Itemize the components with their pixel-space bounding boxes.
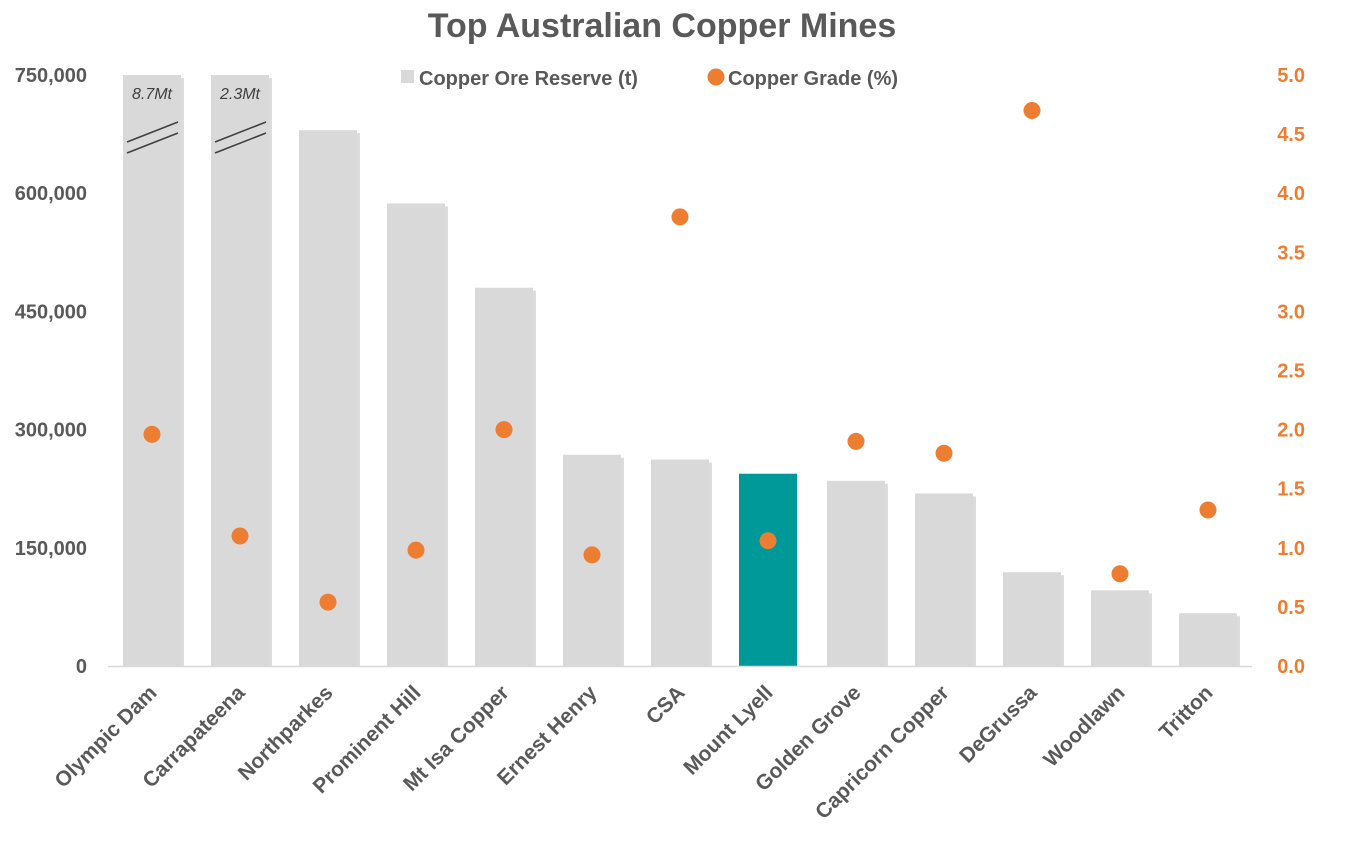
x-tick-label: Mount Lyell xyxy=(679,681,777,779)
y-right-tick-label: 3.5 xyxy=(1277,242,1305,264)
legend-swatch-reserve xyxy=(401,70,414,83)
bar-break-label: 8.7Mt xyxy=(132,86,173,103)
axis-break-mark xyxy=(214,132,267,154)
y-axis-right: 0.0 0.5 1.0 1.5 2.0 2.5 3.0 3.5 4.0 4.5 5.0 xyxy=(1277,65,1305,678)
y-right-tick-label: 4.5 xyxy=(1277,124,1305,146)
grade-point-csa xyxy=(671,208,689,226)
legend-swatch-grade xyxy=(707,68,725,86)
grade-point-capricorn-copper xyxy=(935,444,953,462)
legend: Copper Ore Reserve (t) Copper Grade (%) xyxy=(401,68,898,90)
x-tick-label: DeGrussa xyxy=(955,681,1042,768)
grade-point-mt-isa-copper xyxy=(495,421,513,439)
y-right-tick-label: 0.0 xyxy=(1277,656,1305,678)
bar-northparkes xyxy=(299,130,357,666)
legend-label-reserve: Copper Ore Reserve (t) xyxy=(419,68,638,90)
bar-csa xyxy=(651,459,709,666)
grade-point-northparkes xyxy=(319,593,337,611)
grade-point-woodlawn xyxy=(1111,565,1129,583)
grade-point-ernest-henry xyxy=(583,546,601,564)
y-left-tick-label: 300,000 xyxy=(15,420,87,442)
bar-tritton xyxy=(1179,613,1237,666)
y-left-tick-label: 450,000 xyxy=(15,301,87,323)
y-right-tick-label: 2.5 xyxy=(1277,361,1305,383)
grade-point-olympic-dam xyxy=(143,425,161,443)
bar-mt-isa-copper xyxy=(475,287,533,666)
bars: 8.7Mt 2.3Mt xyxy=(123,75,1240,666)
grade-point-mount-lyell xyxy=(759,532,777,550)
y-right-tick-label: 3.0 xyxy=(1277,301,1305,323)
y-right-tick-label: 2.0 xyxy=(1277,420,1305,442)
y-left-tick-label: 0 xyxy=(76,656,87,678)
y-left-tick-label: 750,000 xyxy=(15,65,87,87)
axis-break-mark xyxy=(214,121,267,143)
y-left-tick-label: 600,000 xyxy=(15,183,87,205)
bar-carrapateena xyxy=(211,75,269,666)
axis-break-mark xyxy=(126,132,179,154)
grade-point-prominent-hill xyxy=(407,541,425,559)
grade-point-carrapateena xyxy=(231,527,249,545)
grade-point-tritton xyxy=(1199,501,1217,519)
y-left-tick-label: 150,000 xyxy=(15,538,87,560)
bar-break-label: 2.3Mt xyxy=(219,86,261,103)
y-right-tick-label: 0.5 xyxy=(1277,597,1305,619)
bar-capricorn-copper xyxy=(915,493,973,666)
grade-point-degrussa xyxy=(1023,101,1041,119)
x-axis-labels: Olympic DamCarrapateenaNorthparkesPromin… xyxy=(50,681,1217,824)
axis-break-mark xyxy=(126,121,179,143)
y-axis-left: 0 150,000 300,000 450,000 600,000 750,000 xyxy=(15,65,87,678)
x-tick-label: Tritton xyxy=(1155,681,1217,743)
chart-title: Top Australian Copper Mines xyxy=(428,7,896,45)
bar-degrussa xyxy=(1003,572,1061,666)
legend-label-grade: Copper Grade (%) xyxy=(728,68,898,90)
grade-point-golden-grove xyxy=(847,432,865,450)
y-right-tick-label: 1.5 xyxy=(1277,479,1305,501)
y-right-tick-label: 4.0 xyxy=(1277,183,1305,205)
x-tick-label: Woodlawn xyxy=(1039,681,1129,771)
bar-golden-grove xyxy=(827,480,885,666)
bar-olympic-dam xyxy=(123,75,181,666)
bar-woodlawn xyxy=(1091,590,1149,666)
grade-points xyxy=(143,101,1217,611)
y-right-tick-label: 1.0 xyxy=(1277,538,1305,560)
y-right-tick-label: 5.0 xyxy=(1277,65,1305,87)
bar-prominent-hill xyxy=(387,203,445,666)
bar-mount-lyell xyxy=(739,473,797,666)
x-tick-label: CSA xyxy=(642,681,690,729)
